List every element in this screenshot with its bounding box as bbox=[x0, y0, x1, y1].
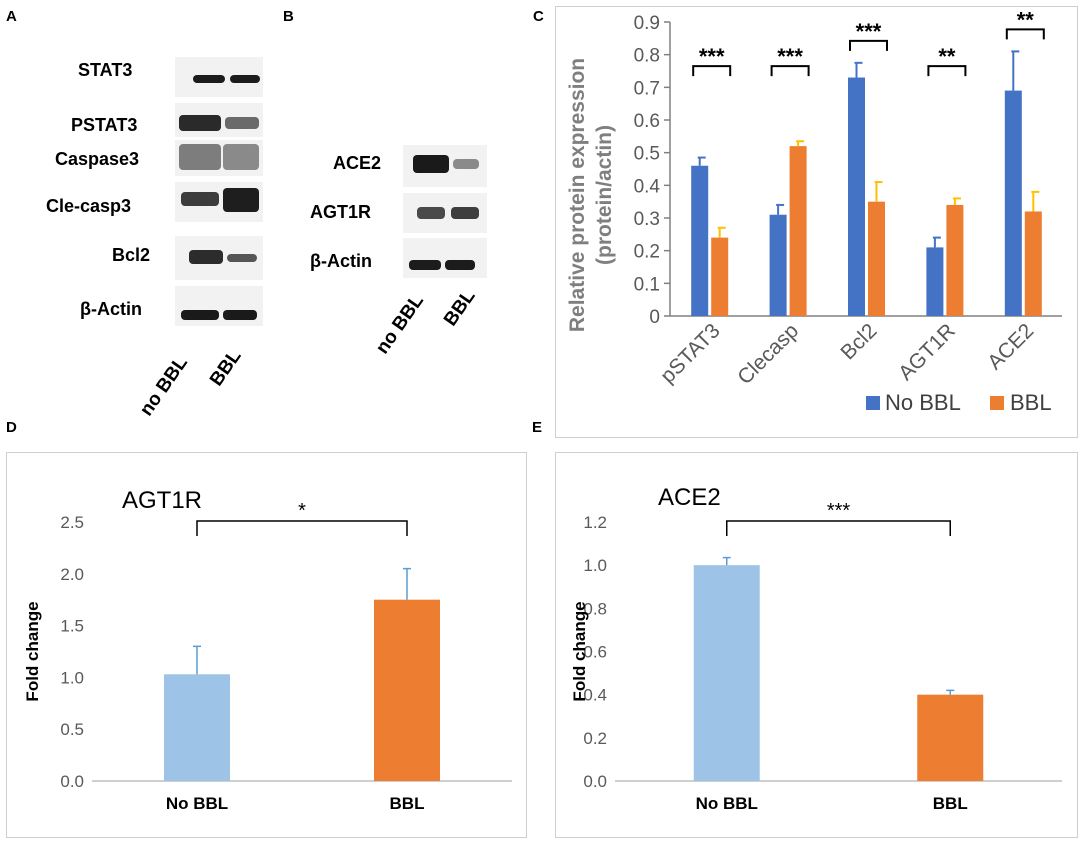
chart-c-bar bbox=[1024, 211, 1042, 316]
chart-c-sig-bracket bbox=[692, 65, 732, 77]
chart-d-title: AGT1R bbox=[122, 487, 202, 514]
blot-strip-ace2 bbox=[403, 145, 487, 187]
chart-c-legend-swatch-bbl bbox=[990, 396, 1004, 410]
chart-c-bar bbox=[1004, 90, 1022, 316]
chart-d-frame bbox=[6, 452, 527, 838]
chart-c-sig-label: ** bbox=[938, 44, 956, 69]
chart-d-category-label: BBL bbox=[390, 794, 425, 813]
chart-e-category-label: BBL bbox=[933, 794, 968, 813]
blot-strip-cle-casp3 bbox=[175, 182, 263, 222]
chart-e-ytick-label: 0.8 bbox=[583, 599, 607, 618]
blot-label-pstat3: PSTAT3 bbox=[71, 115, 138, 135]
chart-e-sig-label: *** bbox=[827, 500, 851, 522]
blot-label-b-actin-b: β-Actin bbox=[310, 251, 372, 271]
chart-c-ytick-label: 0.5 bbox=[634, 144, 660, 165]
chart-e-frame bbox=[555, 452, 1078, 838]
blot-strip-b-actin-b bbox=[403, 238, 487, 278]
blot-strip-stat3 bbox=[175, 57, 263, 97]
chart-c-sig-label: ** bbox=[1017, 7, 1035, 32]
chart-c-bar bbox=[848, 77, 865, 317]
chart-c-bar bbox=[769, 214, 787, 316]
chart-d-ytick-label: 0.0 bbox=[60, 772, 84, 791]
chart-c-sig-bracket bbox=[770, 65, 810, 77]
blot-strip-pstat3 bbox=[175, 103, 263, 137]
chart-e-bar bbox=[693, 565, 760, 781]
chart-d-bar bbox=[374, 599, 440, 781]
blot-label-b-actin-a: β-Actin bbox=[80, 299, 142, 319]
panel-c-letter: C bbox=[533, 8, 544, 25]
chart-c-legend-bbl: BBL bbox=[1010, 390, 1052, 415]
blot-strip-caspase3 bbox=[175, 140, 263, 176]
chart-c-ylabel-line2: (protein/actin) bbox=[593, 125, 616, 265]
chart-c-ytick-label: 0.7 bbox=[634, 78, 660, 99]
chart-c-ytick-label: 0.3 bbox=[634, 209, 660, 230]
chart-c-bar bbox=[789, 146, 807, 316]
blot-label-bcl2: Bcl2 bbox=[112, 245, 151, 265]
chart-c-frame bbox=[555, 6, 1078, 438]
chart-c-sig-label: *** bbox=[777, 44, 803, 69]
blot-label-agt1r: AGT1R bbox=[310, 202, 372, 222]
chart-e-ytick-label: 1.2 bbox=[583, 513, 607, 532]
panel-b-letter: B bbox=[283, 8, 294, 25]
chart-c-legend-no-bbl: No BBL bbox=[885, 390, 961, 415]
panel-d-letter: D bbox=[6, 419, 17, 436]
chart-d-sig-bracket bbox=[196, 520, 408, 536]
blot-strip-b-actin-a bbox=[175, 286, 263, 326]
chart-c-ytick-label: 0 bbox=[649, 307, 660, 328]
chart-e-ytick-label: 0.0 bbox=[583, 772, 607, 791]
chart-c-ytick-label: 0.8 bbox=[634, 46, 660, 67]
chart-c-ytick-label: 0.1 bbox=[634, 274, 660, 295]
chart-c-sig-label: *** bbox=[856, 19, 882, 44]
chart-c-sig-label: *** bbox=[699, 44, 725, 69]
chart-c-bar bbox=[946, 204, 964, 316]
chart-d-category-label: No BBL bbox=[166, 794, 228, 813]
chart-e-ylabel: Fold change bbox=[570, 601, 589, 701]
chart-c-sig-bracket bbox=[1005, 28, 1045, 40]
blot-label-ace2: ACE2 bbox=[333, 153, 382, 173]
chart-d-ytick-label: 1.0 bbox=[60, 668, 84, 687]
chart-e-ytick-label: 1.0 bbox=[583, 556, 607, 575]
blot-strip-bcl2 bbox=[175, 236, 263, 280]
chart-c-sig-bracket bbox=[927, 65, 967, 77]
blot-label-stat3: STAT3 bbox=[78, 60, 133, 80]
chart-e-ytick-label: 0.2 bbox=[583, 729, 607, 748]
chart-e-sig-bracket bbox=[726, 520, 951, 536]
chart-c-ytick-label: 0.4 bbox=[634, 176, 661, 197]
chart-d-ylabel: Fold change bbox=[23, 601, 42, 701]
chart-d-ytick-label: 2.5 bbox=[60, 513, 84, 532]
panel-e-letter: E bbox=[532, 419, 543, 436]
chart-e-category-label: No BBL bbox=[696, 794, 758, 813]
chart-c-ytick-label: 0.6 bbox=[634, 111, 660, 132]
chart-c-bar bbox=[691, 165, 709, 316]
chart-c-ytick-label: 0.2 bbox=[634, 242, 660, 263]
blot-strip-agt1r bbox=[403, 193, 487, 233]
chart-e-ytick-label: 0.6 bbox=[583, 643, 607, 662]
panel-a-letter: A bbox=[6, 8, 17, 25]
chart-c-bar bbox=[711, 237, 729, 316]
chart-e-title: ACE2 bbox=[658, 484, 721, 511]
chart-c-bar bbox=[868, 201, 885, 316]
chart-d-ytick-label: 1.5 bbox=[60, 617, 84, 636]
chart-c-bar bbox=[926, 247, 944, 316]
chart-d-ytick-label: 0.5 bbox=[60, 720, 84, 739]
chart-d-ytick-label: 2.0 bbox=[60, 565, 84, 584]
chart-c-legend-swatch-no-bbl bbox=[866, 396, 880, 410]
chart-e-ytick-label: 0.4 bbox=[583, 686, 607, 705]
chart-d-bar bbox=[164, 674, 230, 781]
chart-c-ytick-label: 0.9 bbox=[634, 13, 660, 34]
blot-label-caspase3: Caspase3 bbox=[55, 149, 140, 169]
blot-label-cle-casp3: Cle-casp3 bbox=[46, 196, 132, 216]
chart-c-ylabel-line1: Relative protein expression bbox=[566, 58, 589, 332]
chart-e-bar bbox=[917, 694, 984, 781]
chart-c-sig-bracket bbox=[849, 39, 888, 51]
chart-d-sig-label: * bbox=[298, 500, 306, 522]
